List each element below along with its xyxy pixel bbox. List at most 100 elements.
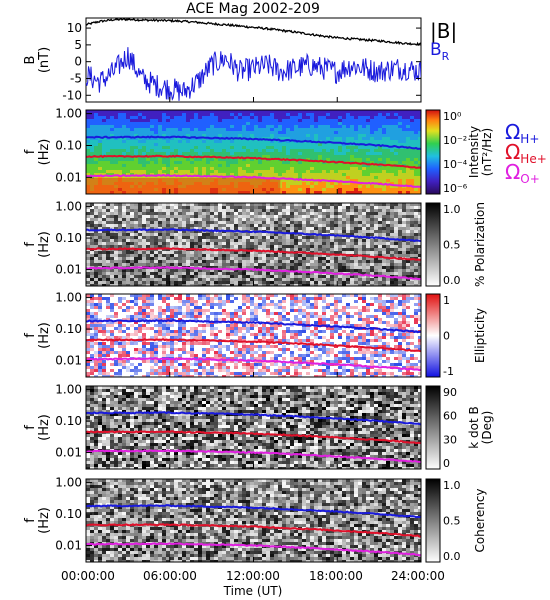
gyro-line-o-plus xyxy=(86,266,421,281)
y-tick-label: 5 xyxy=(74,38,82,52)
colorbar-tick-label: 90 xyxy=(443,386,457,399)
y-axis-title-unit: (Hz) xyxy=(37,414,52,441)
spectrogram-cells xyxy=(86,110,421,194)
y-tick-label: 0.10 xyxy=(55,414,82,428)
gyro-line-he-plus xyxy=(86,430,421,445)
y-tick-label: 1.00 xyxy=(55,107,82,121)
colorbar-tick-label: -1 xyxy=(443,365,454,378)
gyro-line-h-plus xyxy=(86,411,421,426)
panel-field: 10 5 0 -5 -10 B (nT) |B| BR xyxy=(23,17,457,103)
spectrogram-cells xyxy=(86,203,421,286)
gyro-line-he-plus xyxy=(86,154,421,169)
legend-he-plus: ΩHe+ xyxy=(505,140,547,166)
x-tick-label: 18:00:00 xyxy=(309,569,363,583)
panel-ellipticity: 1.00 0.10 0.01 f (Hz) 1 0 -1 Ellipticity xyxy=(23,291,487,378)
gyro-line-he-plus xyxy=(86,247,421,261)
gyro-line-he-plus xyxy=(86,338,421,353)
colorbar xyxy=(425,478,441,563)
gyro-line-h-plus xyxy=(86,228,421,243)
colorbar xyxy=(425,385,441,470)
y-tick-label: 1.00 xyxy=(55,476,82,490)
colorbar-title: Ellipticity xyxy=(473,308,487,363)
panel-kdotb: 1.00 0.10 0.01 f (Hz) 90 60 30 0 k dot B (Deg) xyxy=(23,383,494,470)
x-tick-label: 12:00:00 xyxy=(226,569,280,583)
spectrogram-cells xyxy=(86,479,421,562)
y-tick-label: 1.00 xyxy=(55,383,82,397)
legend-b-r-subscript: R xyxy=(442,50,450,63)
y-tick-label: -10 xyxy=(62,88,82,102)
colorbar xyxy=(425,293,441,378)
figure-title: ACE Mag 2002-209 xyxy=(186,1,320,17)
gyro-line-he-plus xyxy=(86,523,421,538)
gyro-line-h-plus xyxy=(86,319,421,334)
gyro-legend: ΩH+ ΩHe+ ΩO+ xyxy=(505,120,547,186)
y-axis-title-unit: (Hz) xyxy=(37,231,52,258)
y-tick-label: 1.00 xyxy=(55,200,82,214)
x-axis-title: Time (UT) xyxy=(223,584,283,598)
colorbar-tick-label: 0 xyxy=(443,457,450,470)
legend-h-plus: ΩH+ xyxy=(505,120,539,146)
y-axis-title: f xyxy=(23,425,38,430)
y-tick-label: 0.01 xyxy=(55,446,82,460)
gyro-line-h-plus xyxy=(86,135,421,150)
y-tick-label: 0.01 xyxy=(55,263,82,277)
y-axis-title: f xyxy=(23,149,38,154)
x-tick-label: 00:00:00 xyxy=(61,569,115,583)
y-tick-label: 0.10 xyxy=(55,138,82,152)
gyro-line-o-plus xyxy=(86,357,421,372)
colorbar-tick-label: 0.0 xyxy=(443,274,461,287)
colorbar xyxy=(425,202,441,287)
panel-coherency: 1.00 0.10 0.01 f (Hz) 1.0 0.5 0.0 Coherency xyxy=(23,476,487,563)
spectrogram-cells xyxy=(86,386,421,469)
gyro-line-o-plus xyxy=(86,449,421,464)
colorbar-title-unit: (nT²/Hz) xyxy=(480,128,494,176)
colorbar-tick-label: 1 xyxy=(443,294,450,307)
series-b-r xyxy=(86,47,421,101)
field-ylabel-bottom: (nT) xyxy=(37,47,52,73)
colorbar-title: k dot B xyxy=(467,406,481,448)
colorbar-tick-label: 10⁻² xyxy=(443,134,467,147)
series-b-total xyxy=(86,18,421,46)
y-tick-label: 0.01 xyxy=(55,170,82,184)
y-tick-label: -5 xyxy=(70,71,82,85)
y-tick-label: 0.10 xyxy=(55,322,82,336)
y-axis-title: f xyxy=(23,242,38,247)
colorbar-tick-label: 10⁻⁶ xyxy=(443,182,468,195)
colorbar-tick-label: 10⁰ xyxy=(443,110,462,123)
colorbar-tick-label: 0.5 xyxy=(443,515,461,528)
colorbar-title: % Polarization xyxy=(473,202,487,287)
x-tick-label: 06:00:00 xyxy=(143,569,197,583)
y-axis-title-unit: (Hz) xyxy=(37,139,52,166)
colorbar-tick-label: 10⁻⁴ xyxy=(443,158,468,171)
legend-b-total: |B| xyxy=(430,19,457,43)
colorbar xyxy=(425,109,441,195)
y-axis-title-unit: (Hz) xyxy=(37,322,52,349)
legend-b-r: BR xyxy=(430,40,450,63)
field-ylabel-top: B xyxy=(23,56,38,65)
colorbar-tick-label: 0 xyxy=(443,330,450,343)
y-tick-label: 0.10 xyxy=(55,507,82,521)
gyro-line-h-plus xyxy=(86,504,421,519)
y-tick-label: 0.01 xyxy=(55,539,82,553)
y-tick-label: 0.10 xyxy=(55,231,82,245)
colorbar-title: Intensity xyxy=(467,126,481,178)
y-axis-title: f xyxy=(23,333,38,338)
colorbar-tick-label: 0.5 xyxy=(443,239,461,252)
x-axis: 00:00:00 06:00:00 12:00:00 18:00:00 24:0… xyxy=(61,569,445,598)
colorbar-title-unit: (Deg) xyxy=(480,411,494,445)
colorbar-tick-label: 60 xyxy=(443,410,457,423)
gyro-line-o-plus xyxy=(86,542,421,557)
y-axis-title: f xyxy=(23,518,38,523)
x-tick-label: 24:00:00 xyxy=(391,569,445,583)
gyro-line-o-plus xyxy=(86,173,421,188)
colorbar-tick-label: 1.0 xyxy=(443,479,461,492)
y-tick-label: 10 xyxy=(67,21,82,35)
y-tick-label: 0.01 xyxy=(55,354,82,368)
colorbar-tick-label: 30 xyxy=(443,433,457,446)
y-tick-label: 0 xyxy=(74,55,82,69)
colorbar-tick-label: 1.0 xyxy=(443,203,461,216)
panel-power: 1.00 0.10 0.01 f (Hz) 10⁰ 10⁻² 10⁻⁴ 10⁻⁶ Intensit… xyxy=(23,107,494,195)
colorbar-title: Coherency xyxy=(473,488,487,552)
legend-o-plus: ΩO+ xyxy=(505,160,540,186)
